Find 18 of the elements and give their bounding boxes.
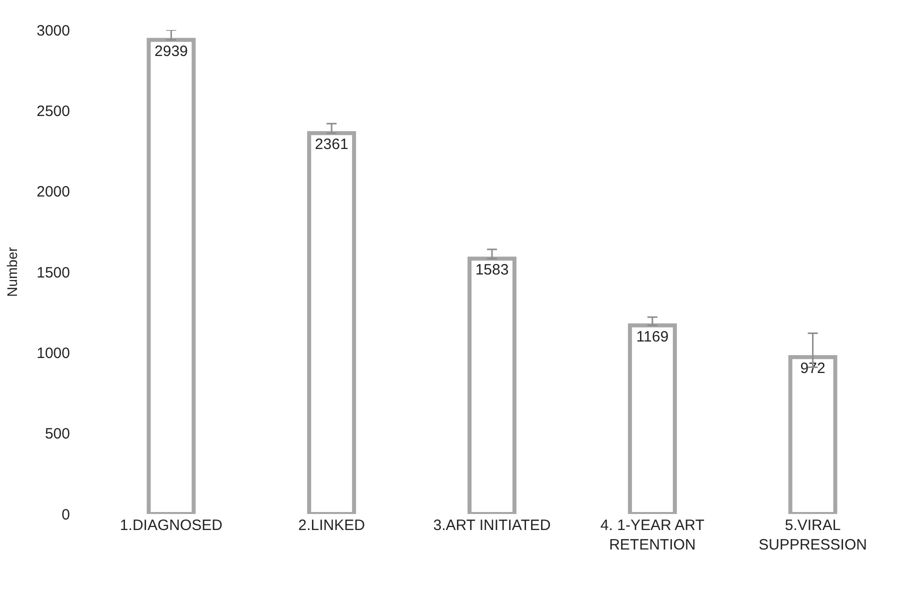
y-tick-label: 500 <box>44 426 70 443</box>
data-label: 2939 <box>154 42 188 60</box>
y-tick-label: 3000 <box>36 22 70 40</box>
x-tick-label: 4. 1-YEAR ART RETENTION <box>600 517 704 554</box>
x-tick-label: 1.DIAGNOSED <box>120 517 223 534</box>
data-label: 972 <box>800 360 826 378</box>
y-tick-label: 0 <box>62 506 70 524</box>
data-label: 1169 <box>636 328 669 346</box>
y-tick-label: 1000 <box>36 344 70 362</box>
data-label: 2361 <box>314 136 348 154</box>
x-tick-label: 3.ART INITIATED <box>433 517 551 534</box>
x-tick-label: 5.VIRAL SUPPRESSION <box>758 517 867 554</box>
y-tick-label: 2500 <box>36 102 70 120</box>
y-tick-label: 2000 <box>36 184 70 201</box>
y-tick-label: 1500 <box>36 264 70 282</box>
data-label: 1583 <box>475 262 509 279</box>
x-tick-label: 2.LINKED <box>298 517 366 534</box>
y-axis-title: Number <box>4 246 20 297</box>
